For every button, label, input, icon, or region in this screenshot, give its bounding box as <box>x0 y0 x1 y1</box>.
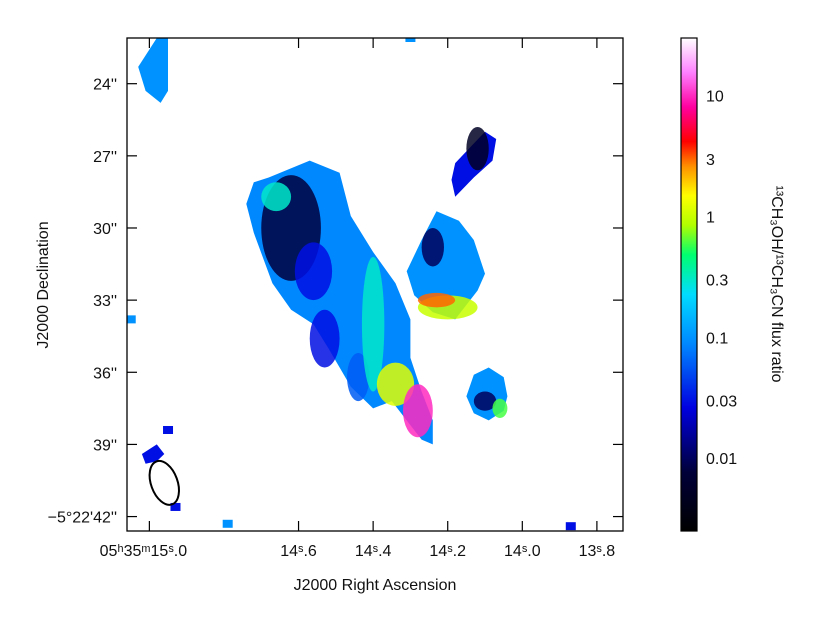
noise-pixel <box>405 38 416 42</box>
colorbar: 10 3 1 0.3 0.1 0.03 0.01 ¹³CH₃OH/¹³CH₃CN flux … <box>680 37 785 532</box>
ratio-blob <box>309 309 340 368</box>
colorbar-tick-label: 3 <box>706 152 715 169</box>
ratio-blob <box>294 242 333 301</box>
colorbar-tick-label: 10 <box>706 89 724 106</box>
y-tick-label: 36'' <box>93 365 117 382</box>
colorbar-title: ¹³CH₃OH/¹³CH₃CN flux ratio <box>768 185 785 382</box>
ratio-blob <box>347 353 370 402</box>
colorbar-tick-label: 1 <box>706 210 715 227</box>
x-tick-label: 14ˢ.2 <box>429 543 466 560</box>
ratio-blob <box>402 384 433 438</box>
noise-pixel <box>163 425 174 434</box>
colorbar-scale <box>680 37 698 532</box>
ratio-blob <box>421 227 444 267</box>
noise-pixel <box>170 502 181 511</box>
ratio-blob <box>361 256 385 392</box>
y-tick-label: 27'' <box>93 149 117 166</box>
y-tick-label: 30'' <box>93 221 117 238</box>
ratio-blob <box>261 182 292 212</box>
y-axis-title: J2000 Declination <box>35 221 52 348</box>
colorbar-tick-label: 0.01 <box>706 451 737 468</box>
ratio-substructure <box>261 126 508 438</box>
x-tick-label: 14ˢ.0 <box>504 543 541 560</box>
x-tick-label: 14ˢ.4 <box>355 543 392 560</box>
y-tick-label: 39'' <box>93 437 117 454</box>
x-axis-ticks: 05ʰ35ᵐ15ˢ.0 14ˢ.6 14ˢ.4 14ˢ.2 14ˢ.0 13ˢ.8 <box>100 38 616 560</box>
x-tick-label: 14ˢ.6 <box>280 543 317 560</box>
ratio-blob <box>473 391 497 411</box>
colorbar-tick-label: 0.3 <box>706 273 728 290</box>
ratio-blob <box>417 292 456 308</box>
colorbar-ticks: 10 3 1 0.3 0.1 0.03 0.01 <box>706 89 737 469</box>
plot-area <box>127 38 576 531</box>
noise-pixels <box>127 38 576 531</box>
plot-frame <box>126 37 624 532</box>
y-tick-label: 33'' <box>93 293 117 310</box>
y-tick-label: −5°22'42'' <box>48 510 117 527</box>
region-south-west-fragment <box>141 444 165 464</box>
colorbar-tick-label: 0.03 <box>706 394 737 411</box>
y-axis-ticks: 24'' 27'' 30'' 33'' 36'' 39'' −5°22'42'' <box>48 77 623 527</box>
noise-pixel <box>565 522 576 531</box>
noise-pixel <box>222 519 233 528</box>
beam-ellipse <box>148 459 180 506</box>
colorbar-tick-label: 0.1 <box>706 330 728 347</box>
x-tick-label: 05ʰ35ᵐ15ˢ.0 <box>100 543 188 560</box>
noise-pixel <box>127 315 136 324</box>
y-tick-label: 24'' <box>93 77 117 94</box>
ratio-blob <box>376 362 415 406</box>
ratio-blob <box>492 398 508 418</box>
x-tick-label: 13ˢ.8 <box>579 543 616 560</box>
ratio-blob <box>466 126 489 171</box>
x-axis-title: J2000 Right Ascension <box>294 577 457 594</box>
region-north-west-fragment <box>138 38 168 103</box>
